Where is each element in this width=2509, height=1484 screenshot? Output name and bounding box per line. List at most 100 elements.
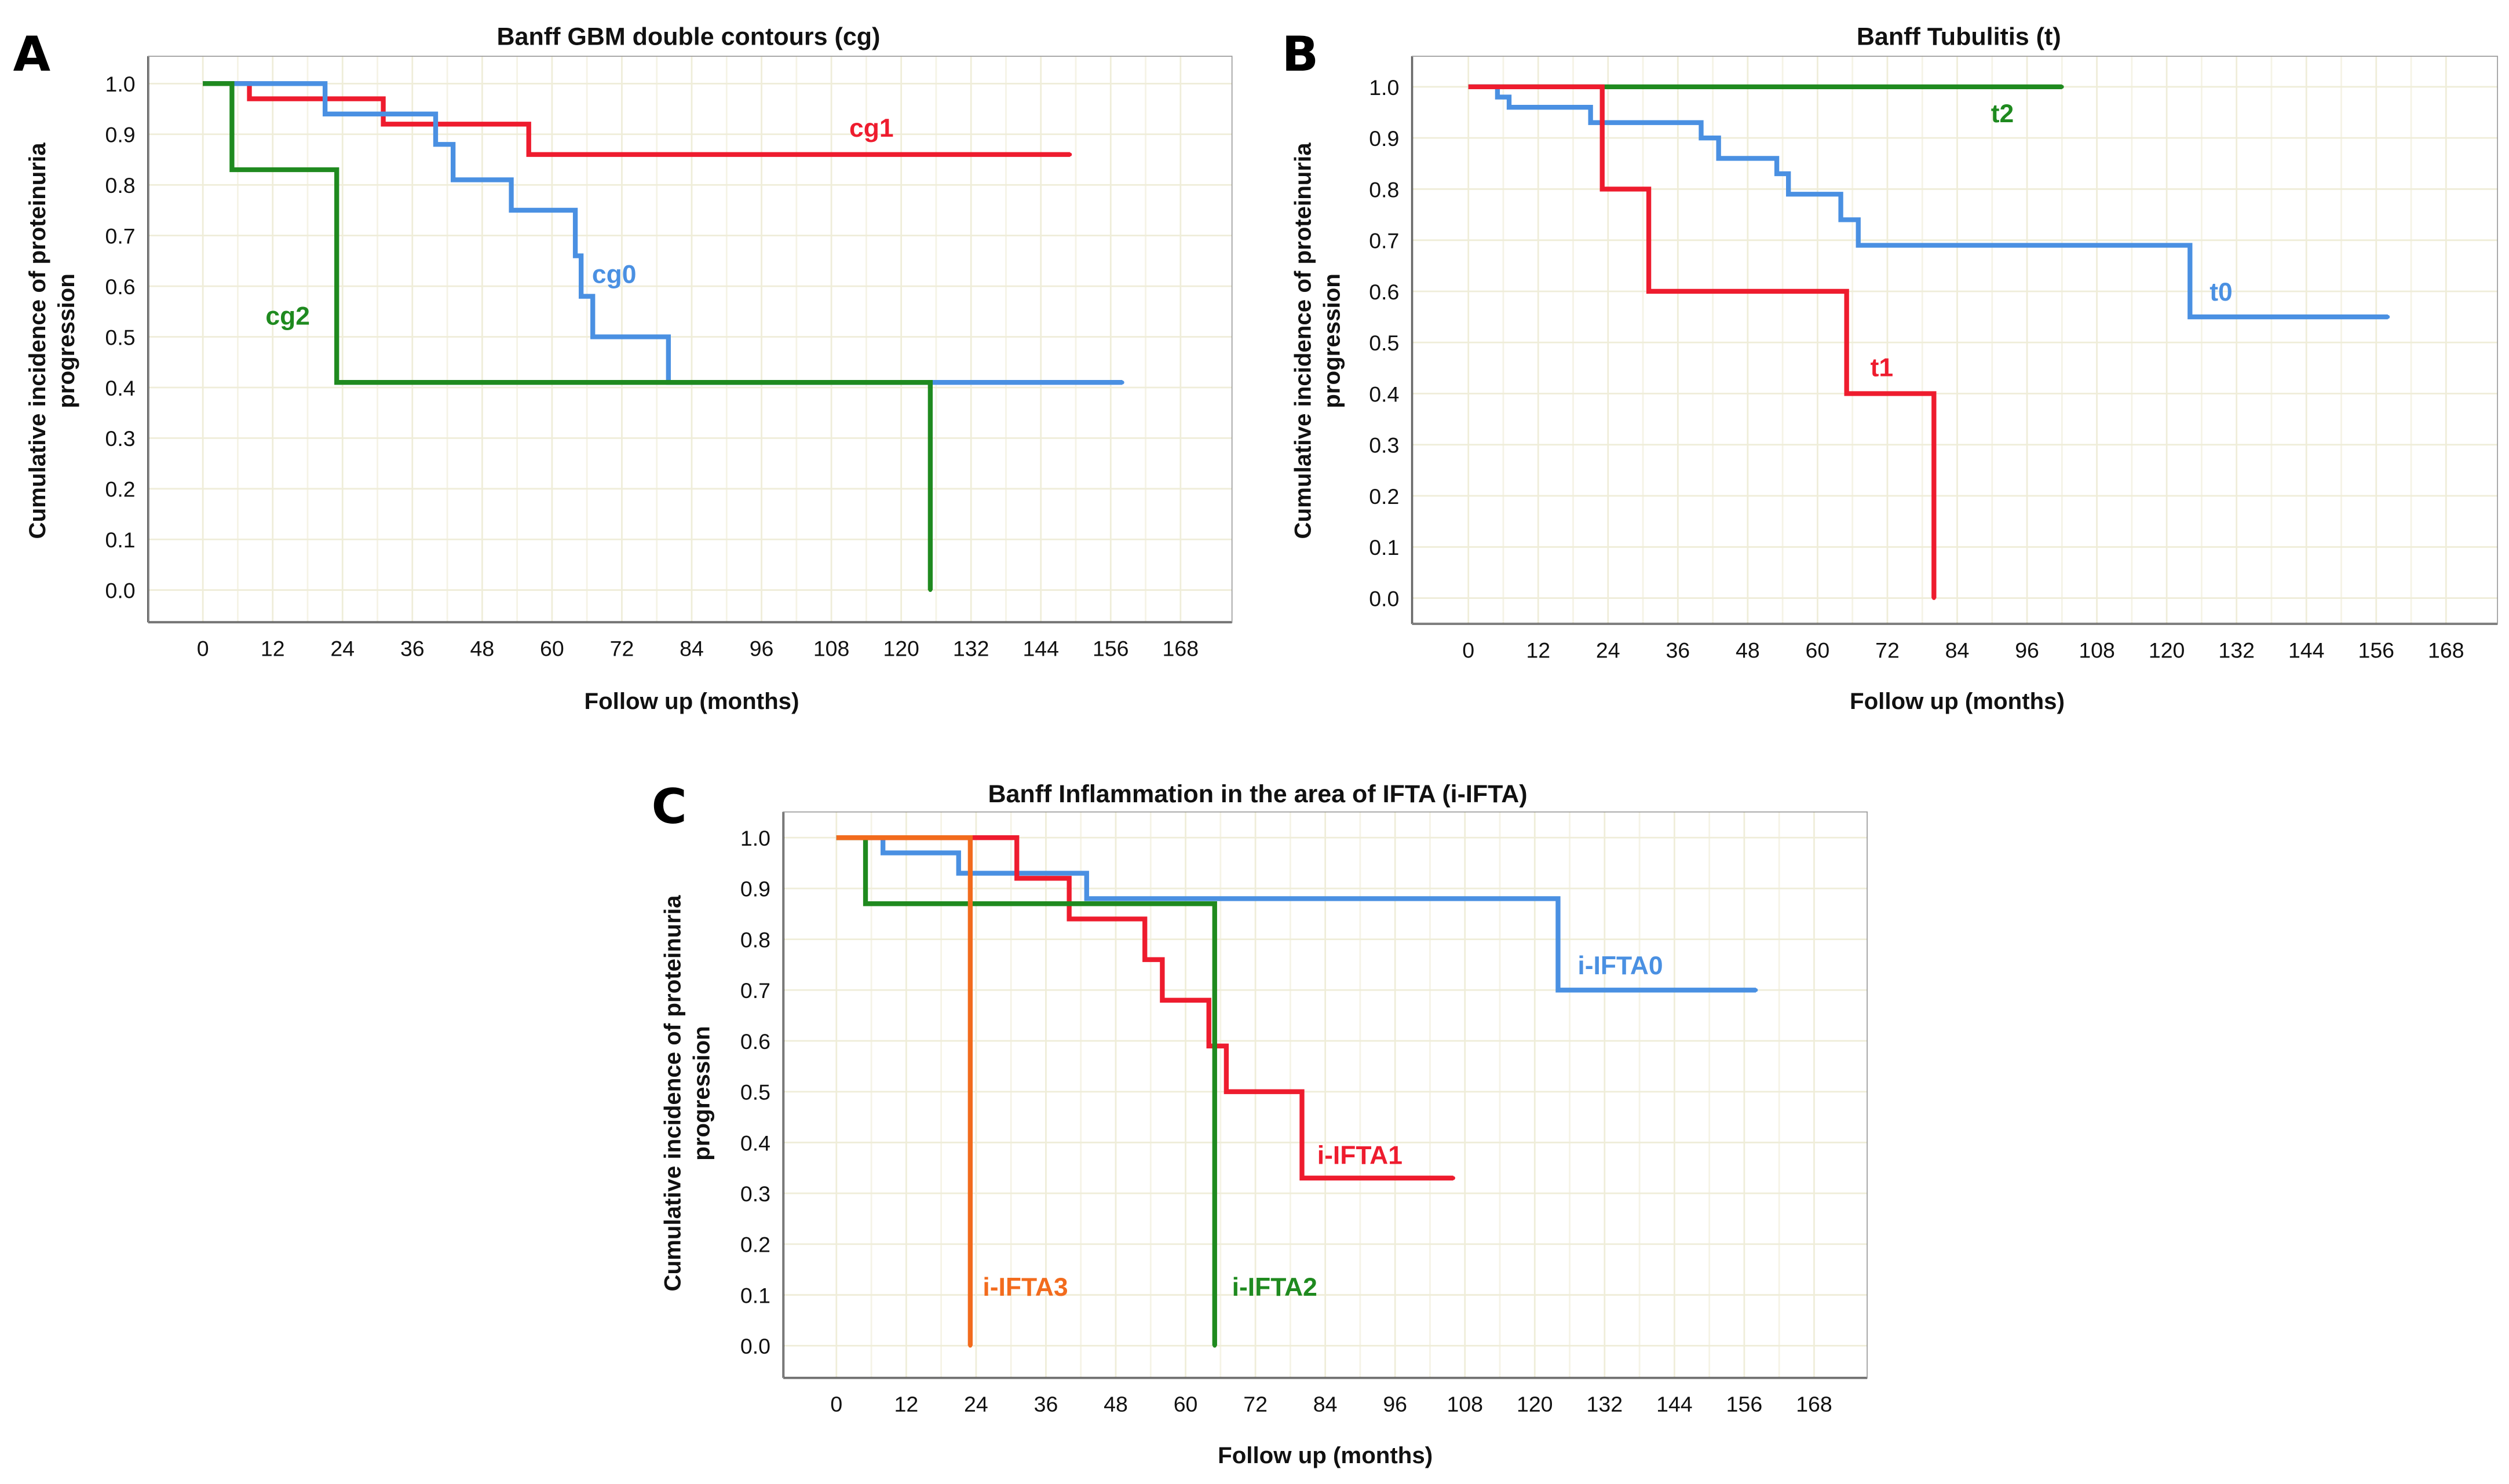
y-tick-label: 1.0: [105, 72, 135, 96]
censor-mark: [1754, 988, 1758, 992]
x-tick-label: 0: [1462, 638, 1474, 662]
panel-a: 0 12 24 36 48 60 72 84 96 108 120 132 144 156 168 0.0 0.…: [13, 23, 1233, 714]
censor-mark: [1212, 1343, 1217, 1348]
y-tick-label: 0.6: [105, 275, 135, 299]
grid: [783, 812, 1868, 1378]
chart-title: Banff Tubulitis (t): [1857, 23, 2061, 51]
x-tick-label: 132: [2218, 638, 2255, 662]
series-line-cg2: [203, 81, 933, 590]
y-tick-label: 0.3: [105, 426, 135, 451]
x-axis-label: Follow up (months): [1850, 688, 2065, 714]
y-axis-label-line2: progression: [53, 273, 79, 408]
y-tick-label: 0.8: [740, 927, 770, 952]
series-label: cg0: [592, 261, 637, 289]
censor-mark: [1120, 380, 1124, 385]
panel-c: 0 12 24 36 48 60 72 84 96 108 120 132 144 156 168 0.0 0.…: [652, 778, 1868, 1468]
y-tick-label: 0.5: [105, 325, 135, 349]
x-tick-label: 12: [261, 636, 285, 660]
censor-mark: [1931, 596, 1936, 600]
censor-mark: [2059, 85, 2064, 89]
y-tick-label: 0.8: [105, 173, 135, 198]
censor-mark: [1451, 1176, 1455, 1180]
y-tick-label: 0.1: [105, 528, 135, 552]
series-line-i-IFTA1: [836, 835, 1453, 1180]
y-axis-label-line1: Cumulative incidence of proteinuria: [1290, 142, 1316, 539]
x-tick-label: 36: [1666, 638, 1690, 662]
chart-title: Banff Inflammation in the area of IFTA (…: [988, 780, 1527, 808]
y-tick-label: 0.3: [740, 1182, 770, 1206]
y-tick-label: 0.7: [740, 978, 770, 1003]
panel-letter: A: [13, 26, 51, 82]
y-tick-label: 0.7: [105, 224, 135, 248]
y-tick-label: 0.9: [105, 123, 135, 147]
series-label: t0: [2209, 278, 2232, 306]
y-tick-label: 0.4: [1369, 382, 1399, 406]
censor-mark: [928, 588, 933, 593]
series-label: t2: [1991, 100, 2014, 128]
series-label: i-IFTA1: [1317, 1142, 1403, 1170]
y-axis-label-line1: Cumulative incidence of proteinuria: [24, 142, 50, 539]
x-tick-label: 60: [1174, 1392, 1198, 1416]
plot-area: [148, 56, 1232, 623]
x-tick-label: 132: [1587, 1392, 1623, 1416]
panel-letter: B: [1282, 26, 1319, 82]
x-tick-label: 72: [1875, 638, 1900, 662]
x-tick-label: 156: [1726, 1392, 1763, 1416]
x-tick-label: 84: [680, 636, 704, 660]
series-line-cg1: [203, 81, 1070, 157]
x-tick-label: 168: [2428, 638, 2464, 662]
series-label: i-IFTA0: [1577, 952, 1663, 980]
censor-mark: [968, 1343, 973, 1348]
series-line-i-IFTA3: [836, 835, 973, 1346]
y-tick-label: 0.5: [1369, 331, 1399, 355]
censor-mark: [1068, 152, 1072, 157]
x-tick-label: 24: [964, 1392, 988, 1416]
y-tick-label: 0.0: [105, 579, 135, 603]
y-tick-label: 0.3: [1369, 433, 1399, 458]
censor-mark: [2386, 315, 2390, 319]
x-tick-label: 0: [197, 636, 209, 660]
x-tick-label: 24: [1596, 638, 1620, 662]
x-tick-label: 0: [830, 1392, 842, 1416]
x-tick-label: 60: [540, 636, 564, 660]
series-line-i-IFTA0: [836, 835, 1756, 993]
y-tick-label: 1.0: [1369, 75, 1399, 100]
x-tick-label: 144: [1022, 636, 1059, 660]
x-axis-label: Follow up (months): [1218, 1442, 1433, 1468]
series-line-cg0: [203, 81, 1123, 385]
y-tick-label: 0.6: [1369, 280, 1399, 304]
series-label: cg2: [265, 302, 310, 331]
y-axis-label-line2: progression: [689, 1026, 715, 1161]
series-line-t0: [1468, 84, 2388, 320]
y-tick-label: 0.0: [740, 1334, 770, 1358]
y-tick-label: 0.5: [740, 1080, 770, 1105]
grid: [1412, 56, 2498, 624]
y-tick-label: 0.1: [1369, 535, 1399, 560]
x-tick-label: 48: [470, 636, 495, 660]
x-tick-label: 144: [2288, 638, 2325, 662]
y-tick-label: 1.0: [740, 826, 770, 850]
x-tick-label: 168: [1796, 1392, 1832, 1416]
x-tick-label: 120: [2149, 638, 2185, 662]
x-tick-label: 156: [2358, 638, 2395, 662]
plot-frame: [147, 56, 1233, 623]
x-tick-label: 168: [1163, 636, 1199, 660]
y-tick-label: 0.4: [105, 376, 135, 400]
y-tick-label: 0.0: [1369, 586, 1399, 611]
chart-title: Banff GBM double contours (cg): [496, 23, 880, 51]
x-axis-label: Follow up (months): [585, 688, 799, 714]
plot-frame: [1411, 56, 2498, 624]
x-tick-label: 24: [330, 636, 355, 660]
x-tick-label: 12: [1526, 638, 1550, 662]
y-tick-label: 0.9: [1369, 126, 1399, 151]
y-tick-label: 0.7: [1369, 229, 1399, 253]
x-tick-label: 36: [1034, 1392, 1058, 1416]
x-tick-label: 108: [1447, 1392, 1483, 1416]
x-tick-label: 72: [610, 636, 634, 660]
y-tick-label: 0.4: [740, 1131, 770, 1155]
x-tick-label: 108: [2079, 638, 2115, 662]
x-tick-label: 48: [1736, 638, 1760, 662]
grid: [148, 56, 1232, 623]
x-tick-label: 36: [400, 636, 425, 660]
